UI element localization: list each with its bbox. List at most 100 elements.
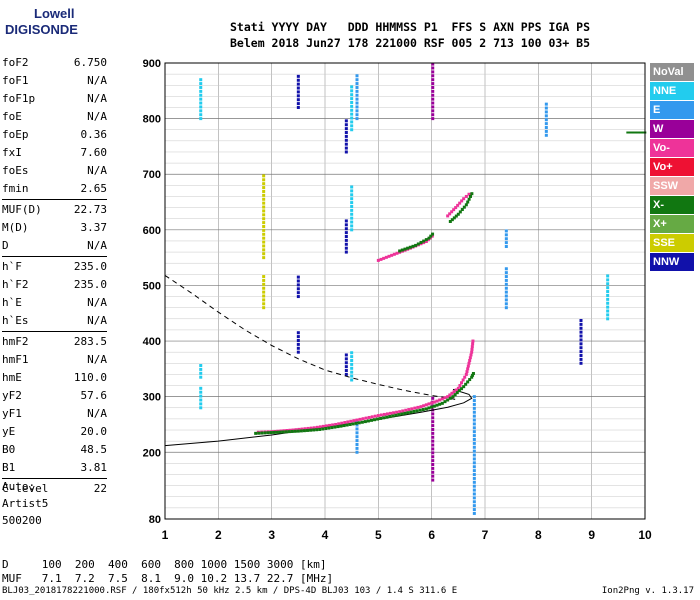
- trace-point: [382, 416, 386, 420]
- echo-mark: [350, 93, 354, 97]
- profile-solid-line: [164, 388, 473, 447]
- echo-mark: [355, 446, 359, 450]
- echo-mark: [355, 85, 359, 89]
- echo-mark: [296, 94, 300, 98]
- trace-point: [312, 426, 316, 430]
- echo-mark: [199, 367, 203, 371]
- trace-point: [462, 197, 466, 201]
- echo-mark: [344, 250, 348, 254]
- echo-mark: [199, 386, 203, 390]
- trace-point: [440, 397, 444, 401]
- echo-mark: [350, 208, 354, 212]
- echo-mark: [262, 232, 266, 236]
- trace-point: [254, 431, 258, 435]
- param-value: 235.0: [73, 260, 107, 273]
- echo-mark: [296, 350, 300, 354]
- echo-mark: [504, 267, 508, 271]
- param-row: foF1 N/A: [2, 72, 107, 90]
- trace-point: [257, 431, 261, 435]
- echo-mark: [350, 104, 354, 108]
- echo-mark: [344, 134, 348, 138]
- echo-mark: [262, 217, 266, 221]
- trace-point: [431, 232, 435, 236]
- echo-bands: [199, 62, 647, 515]
- echo-mark: [504, 245, 508, 249]
- profiles: [164, 274, 473, 447]
- echo-mark: [262, 282, 266, 286]
- x-tick-label: 8: [535, 528, 542, 542]
- param-name: yE: [2, 425, 16, 438]
- echo-mark: [431, 447, 435, 451]
- param-name: foEp: [2, 128, 29, 141]
- trace-point: [342, 424, 346, 428]
- echo-mark: [344, 219, 348, 223]
- trace-point: [343, 421, 347, 425]
- echo-mark: [344, 242, 348, 246]
- trace-point: [461, 378, 465, 382]
- echo-mark: [472, 488, 476, 492]
- trace-point: [387, 254, 391, 258]
- param-name: fxI: [2, 146, 22, 159]
- echo-mark: [355, 93, 359, 97]
- echo-mark: [296, 105, 300, 109]
- trace-point: [448, 393, 452, 397]
- trace-point: [458, 201, 462, 205]
- echo-mark: [431, 396, 435, 400]
- echo-mark: [606, 282, 610, 286]
- param-name: B0: [2, 443, 16, 456]
- echo-mark: [355, 101, 359, 105]
- legend-item-e: E: [650, 101, 694, 119]
- param-name: hmF2: [2, 335, 29, 348]
- echo-mark: [504, 290, 508, 294]
- echo-mark: [431, 105, 435, 109]
- trace-point: [470, 350, 474, 354]
- param-row: MUF(D) 22.73: [2, 201, 107, 219]
- echo-mark: [431, 478, 435, 482]
- trace-point: [427, 402, 431, 406]
- trace-point: [406, 246, 410, 250]
- echo-mark: [344, 231, 348, 235]
- trace-point: [458, 384, 462, 388]
- param-value: 20.0: [80, 425, 108, 438]
- trace-point: [305, 428, 309, 432]
- echo-mark: [639, 131, 644, 134]
- trace-point: [450, 210, 454, 214]
- trace-point: [464, 203, 468, 207]
- trace-point: [427, 406, 431, 410]
- param-row: foE N/A: [2, 108, 107, 126]
- echo-mark: [296, 283, 300, 287]
- param-value: N/A: [87, 239, 107, 252]
- echo-mark: [472, 449, 476, 453]
- echo-mark: [344, 146, 348, 150]
- echo-mark: [199, 93, 203, 97]
- trace-point: [464, 194, 468, 198]
- echo-mark: [355, 74, 359, 78]
- echo-mark: [472, 500, 476, 504]
- echo-mark: [606, 290, 610, 294]
- echo-mark: [350, 85, 354, 89]
- echo-mark: [262, 294, 266, 298]
- y-tick-label: 700: [143, 169, 161, 181]
- echo-mark: [296, 275, 300, 279]
- echo-mark: [431, 70, 435, 74]
- trace-point: [389, 411, 393, 415]
- trace-point: [330, 426, 334, 430]
- trace-point: [466, 367, 470, 371]
- trace-point: [263, 431, 267, 435]
- echo-mark: [344, 127, 348, 131]
- param-name: hmE: [2, 371, 22, 384]
- echo-mark: [431, 101, 435, 105]
- echo-mark: [350, 89, 354, 93]
- trace-point: [302, 429, 306, 433]
- trace-point: [358, 417, 362, 421]
- param-row: hmF1 N/A: [2, 351, 107, 369]
- echo-mark: [296, 342, 300, 346]
- trace-point: [306, 426, 310, 430]
- trace-point: [351, 422, 355, 426]
- trace-point: [266, 431, 270, 435]
- trace-point: [422, 239, 426, 243]
- trace-point: [427, 236, 431, 240]
- param-value: 7.60: [80, 146, 108, 159]
- echo-mark: [344, 372, 348, 376]
- trace-point: [432, 404, 436, 408]
